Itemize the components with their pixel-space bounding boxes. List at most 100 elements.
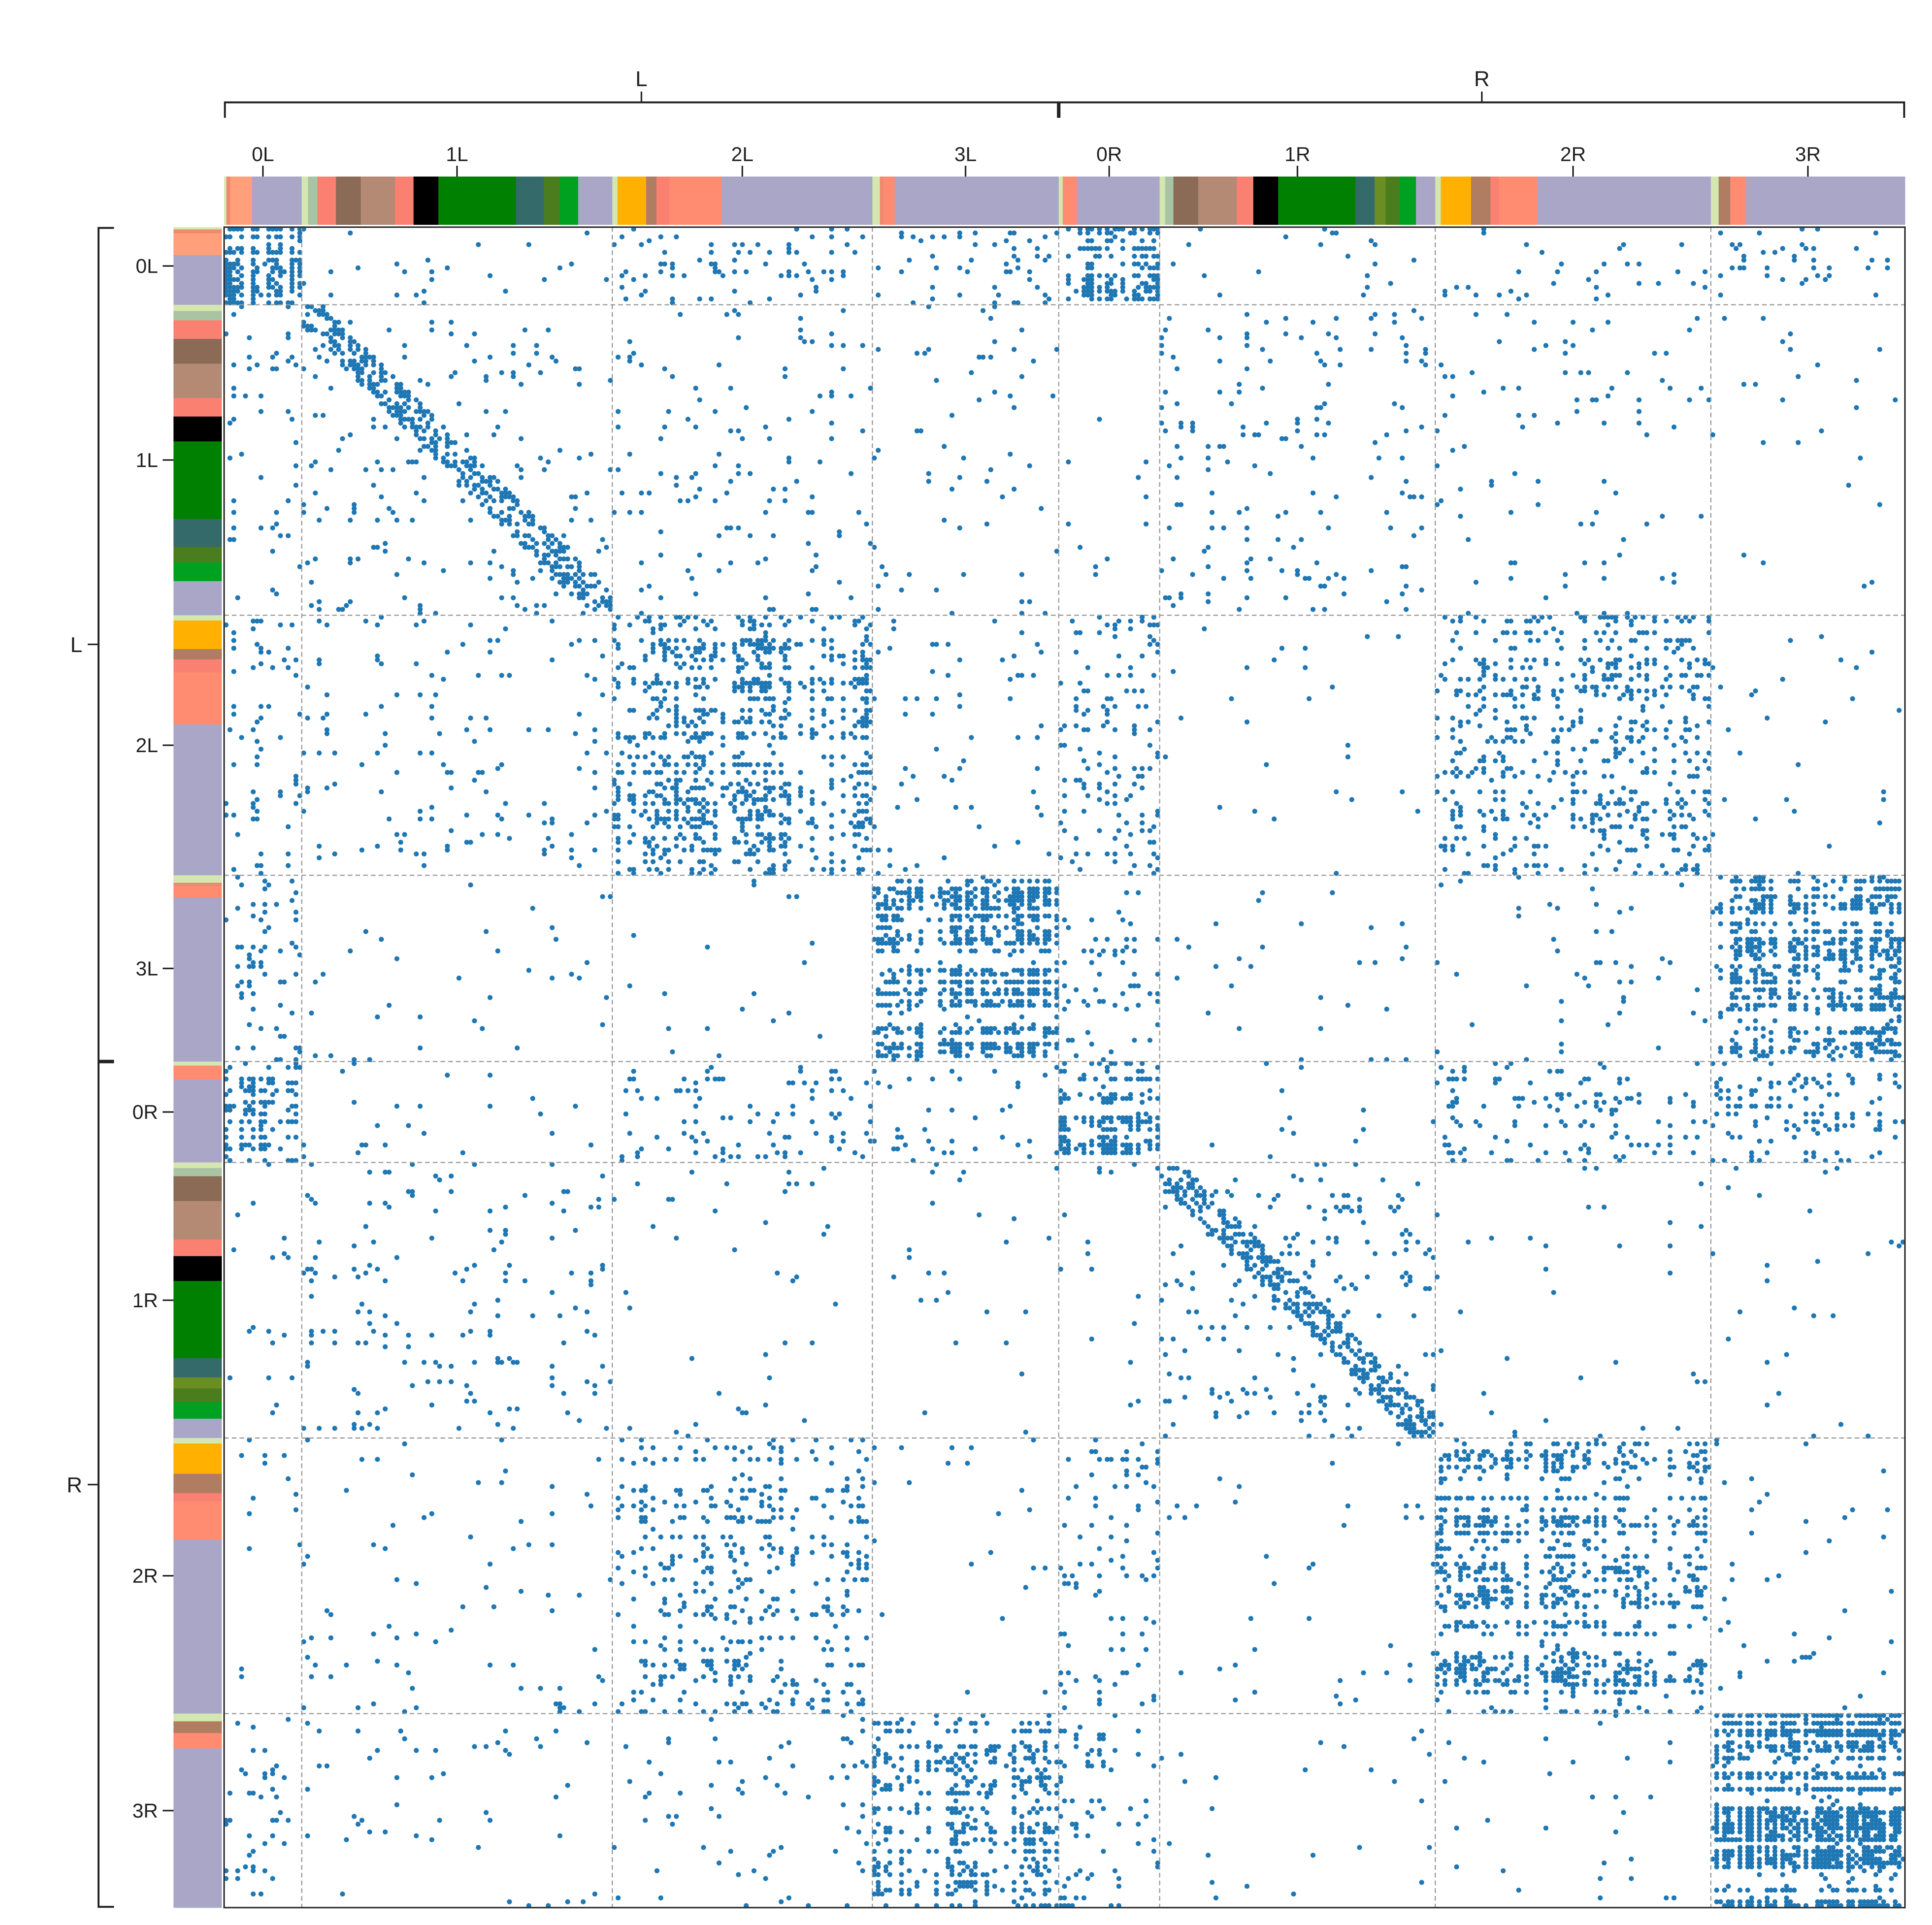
connection-dot: [1400, 956, 1405, 962]
connection-dot: [1881, 1030, 1886, 1035]
connection-dot: [1764, 715, 1770, 721]
connection-dot: [1644, 801, 1650, 806]
connection-dot: [348, 339, 353, 344]
connection-dot: [1663, 618, 1669, 624]
connection-dot: [1318, 405, 1323, 410]
connection-dot: [286, 533, 291, 539]
connection-dot: [693, 778, 699, 783]
connection-dot: [530, 906, 536, 911]
connection-dot: [429, 673, 434, 678]
connection-dot: [546, 327, 551, 333]
connection-dot: [557, 448, 563, 453]
connection-dot: [1314, 405, 1320, 410]
connection-dot: [344, 603, 349, 608]
connection-dot: [926, 347, 931, 352]
connection-dot: [810, 941, 815, 946]
connection-dot: [1679, 735, 1684, 740]
connection-dot: [309, 579, 314, 585]
connection-dot: [266, 704, 271, 709]
connection-dot: [1116, 618, 1122, 624]
connection-dot: [445, 432, 450, 437]
connection-dot: [1143, 261, 1149, 267]
connection-dot: [1043, 292, 1048, 298]
connection-dot: [324, 316, 330, 321]
connection-dot: [1737, 925, 1743, 930]
cell-type-segment-top: [880, 177, 884, 225]
connection-dot: [417, 448, 423, 453]
connection-dot: [293, 483, 299, 488]
connection-dot: [309, 1010, 314, 1016]
connection-dot: [258, 948, 264, 954]
connection-dot: [713, 265, 718, 270]
connection-dot: [810, 568, 815, 573]
cell-type-segment-top: [301, 177, 308, 225]
connection-dot: [274, 234, 279, 240]
connection-dot: [464, 839, 469, 845]
connection-dot: [1792, 995, 1797, 1000]
connection-dot: [736, 471, 741, 476]
connection-dot: [619, 750, 625, 756]
connection-dot: [1679, 812, 1684, 818]
connection-dot: [340, 607, 345, 612]
connection-dot: [1582, 789, 1587, 795]
connection-dot: [1132, 230, 1137, 236]
connection-dot: [1070, 1038, 1075, 1043]
connection-dot: [1601, 560, 1607, 566]
connection-dot: [348, 556, 353, 562]
connection-dot: [1555, 638, 1560, 643]
connection-dot: [906, 1053, 912, 1058]
connection-dot: [1737, 878, 1743, 884]
connection-dot: [1753, 909, 1758, 915]
connection-dot: [821, 626, 827, 632]
connection-dot: [864, 719, 869, 725]
connection-dot: [1019, 991, 1024, 996]
connection-dot: [270, 355, 276, 360]
connection-dot: [1699, 513, 1704, 519]
connection-dot: [713, 801, 718, 806]
connection-dot: [1155, 265, 1160, 270]
connection-dot: [604, 277, 609, 282]
connection-dot: [359, 366, 365, 372]
connection-dot: [542, 847, 547, 853]
connection-dot: [709, 863, 714, 868]
connection-dot: [763, 680, 768, 686]
connection-dot: [1097, 750, 1102, 756]
connection-dot: [1062, 917, 1067, 923]
connection-dot: [483, 378, 489, 383]
connection-dot: [1671, 649, 1677, 655]
connection-dot: [235, 595, 240, 600]
connection-dot: [1695, 723, 1700, 729]
connection-dot: [1760, 250, 1766, 255]
connection-dot: [483, 374, 489, 379]
connection-dot: [1007, 676, 1013, 682]
connection-dot: [1081, 277, 1087, 282]
connection-dot: [386, 397, 392, 403]
connection-dot: [810, 731, 815, 736]
connection-dot: [250, 1045, 256, 1051]
connection-dot: [767, 742, 772, 748]
connection-dot: [1403, 607, 1409, 612]
connection-dot: [1811, 937, 1816, 942]
connection-dot: [922, 987, 927, 992]
connection-dot: [1691, 281, 1696, 286]
connection-dot: [565, 572, 570, 577]
connection-dot: [297, 269, 303, 274]
cell-type-segment-left: [173, 1748, 222, 1908]
connection-dot: [569, 261, 574, 267]
connection-dot: [1543, 343, 1549, 348]
connection-dot: [1035, 253, 1040, 259]
connection-dot: [441, 459, 446, 465]
connection-dot: [1400, 921, 1405, 926]
connection-dot: [1796, 1038, 1801, 1043]
connection-dot: [639, 362, 644, 368]
connection-dot: [1524, 983, 1529, 989]
connection-dot: [810, 867, 815, 872]
connection-dot: [328, 1053, 333, 1058]
connection-dot: [274, 265, 279, 270]
connection-dot: [988, 467, 993, 472]
connection-dot: [852, 812, 857, 818]
connection-dot: [740, 801, 745, 806]
connection-dot: [1155, 273, 1160, 279]
connection-dot: [1594, 739, 1599, 744]
connection-dot: [860, 715, 866, 721]
